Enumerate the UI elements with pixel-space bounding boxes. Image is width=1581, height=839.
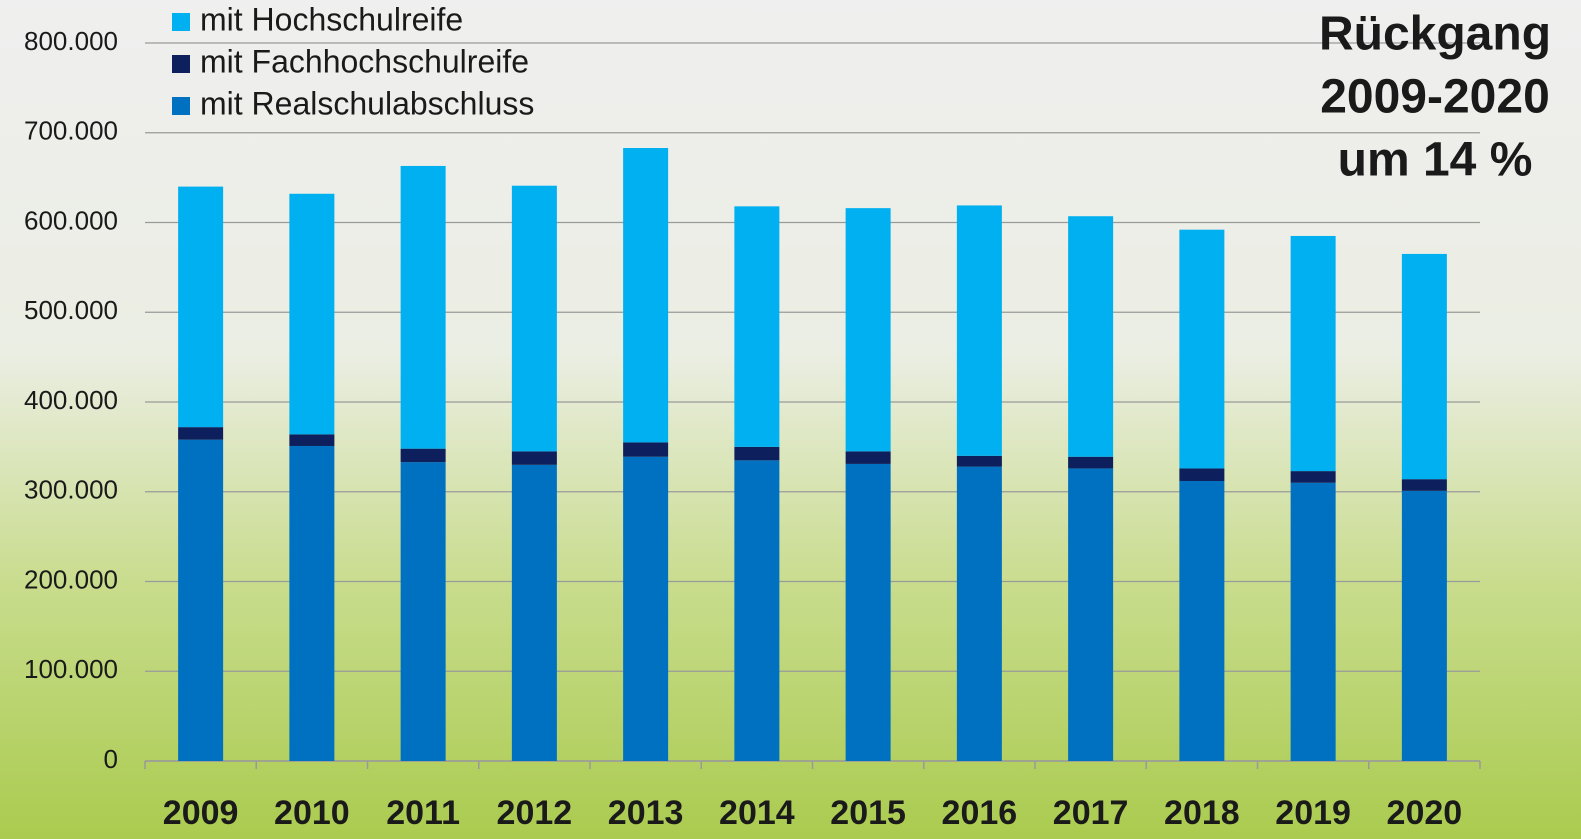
bar-segment xyxy=(623,442,669,457)
bar-segment xyxy=(1179,480,1225,761)
bar-segment xyxy=(1401,490,1447,761)
x-tick-label: 2009 xyxy=(163,794,239,832)
bar-segment xyxy=(178,186,224,428)
annotation: um 14 % xyxy=(1338,134,1533,187)
bar-segment xyxy=(1179,229,1225,469)
bar-segment xyxy=(1401,253,1447,480)
x-tick-label: 2012 xyxy=(497,794,573,832)
bar-segment xyxy=(1290,482,1336,761)
bar-segment xyxy=(511,185,557,452)
legend-label: mit Fachhochschulreife xyxy=(200,43,529,79)
bar-segment xyxy=(1290,235,1336,472)
legend-swatch xyxy=(172,55,190,73)
bar-segment xyxy=(1068,456,1114,469)
bar-segment xyxy=(956,455,1002,467)
bar-segment xyxy=(400,448,446,463)
x-tick-label: 2019 xyxy=(1275,794,1351,832)
y-tick-label: 0 xyxy=(104,744,118,774)
bar-segment xyxy=(623,456,669,761)
bar-segment xyxy=(178,439,224,761)
bar-segment xyxy=(845,463,891,761)
x-tick-label: 2016 xyxy=(942,794,1018,832)
bar-segment xyxy=(400,165,446,449)
legend-label: mit Hochschulreife xyxy=(200,1,463,37)
legend-label: mit Realschulabschluss xyxy=(200,85,534,121)
x-tick-label: 2015 xyxy=(830,794,906,832)
bar-segment xyxy=(956,466,1002,761)
bar-segment xyxy=(511,451,557,465)
y-tick-label: 500.000 xyxy=(24,295,118,325)
x-tick-label: 2010 xyxy=(274,794,350,832)
annotation: 2009-2020 xyxy=(1320,71,1550,124)
bar-segment xyxy=(511,464,557,761)
bar-segment xyxy=(1068,468,1114,761)
annotation: Rückgang xyxy=(1319,8,1551,61)
bar-segment xyxy=(956,205,1002,456)
x-tick-label: 2018 xyxy=(1164,794,1240,832)
y-tick-label: 100.000 xyxy=(24,654,118,684)
bar-segment xyxy=(845,451,891,464)
x-tick-label: 2017 xyxy=(1053,794,1129,832)
bar-segment xyxy=(734,446,780,461)
bar-segment xyxy=(845,208,891,452)
x-tick-label: 2020 xyxy=(1387,794,1463,832)
bar-segment xyxy=(289,193,335,435)
bar-segment xyxy=(1290,471,1336,483)
bar-segment xyxy=(400,462,446,761)
legend-swatch xyxy=(172,13,190,31)
bar-segment xyxy=(734,206,780,447)
y-tick-label: 700.000 xyxy=(24,116,118,146)
bar-segment xyxy=(1068,216,1114,457)
y-tick-label: 400.000 xyxy=(24,385,118,415)
y-tick-label: 200.000 xyxy=(24,564,118,594)
bar-segment xyxy=(289,445,335,761)
legend-swatch xyxy=(172,97,190,115)
bar-segment xyxy=(178,427,224,440)
x-tick-label: 2014 xyxy=(719,794,795,832)
bar-segment xyxy=(289,434,335,446)
x-tick-label: 2011 xyxy=(386,794,460,832)
bar-segment xyxy=(623,148,669,443)
bar-segment xyxy=(734,460,780,761)
x-tick-label: 2013 xyxy=(608,794,684,832)
y-tick-label: 800.000 xyxy=(24,26,118,56)
y-tick-label: 300.000 xyxy=(24,475,118,505)
y-tick-label: 600.000 xyxy=(24,205,118,235)
bar-segment xyxy=(1179,468,1225,481)
bar-segment xyxy=(1401,479,1447,491)
